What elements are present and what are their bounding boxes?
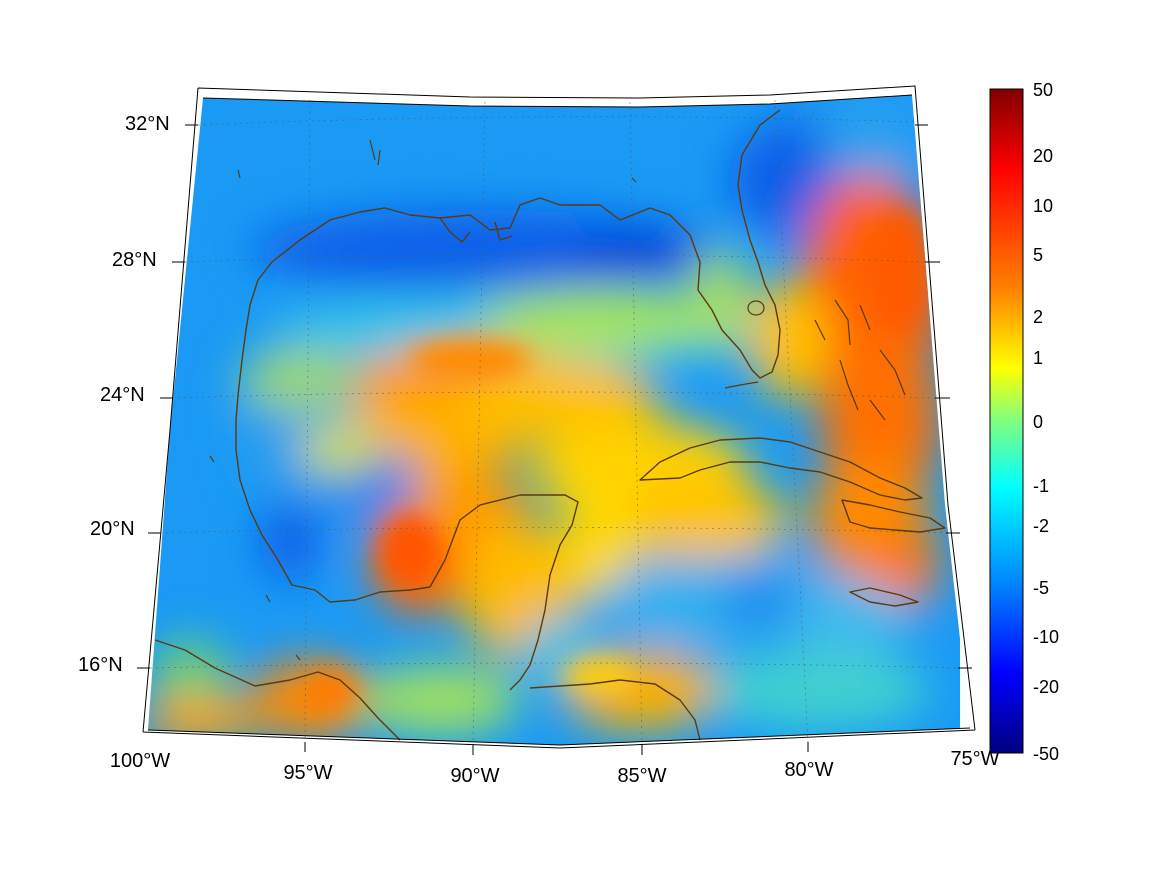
data-field (148, 95, 960, 745)
colorbar-label: 2 (1033, 307, 1043, 327)
colorbar-label: 10 (1033, 196, 1053, 216)
lat-label-28n: 28°N (112, 249, 157, 271)
pacific-coastline (154, 639, 401, 741)
lat-label-16n: 16°N (78, 654, 123, 676)
mississippi-delta (439, 217, 513, 243)
colorbar-label: -20 (1033, 677, 1059, 697)
colorbar-label: -50 (1033, 744, 1059, 764)
lon-label-85w: 85°W (617, 765, 666, 787)
colorbar: 50 20 10 5 2 1 0 -1 -2 -5 -10 -20 -50 (989, 80, 1059, 764)
lon-label-75w: 75°W (950, 748, 999, 770)
colorbar-label: 5 (1033, 245, 1043, 265)
central-america-coastline (529, 679, 701, 741)
cuba-coastline (639, 437, 923, 501)
lon-label-95w: 95°W (283, 762, 332, 784)
gulf-coastline (235, 109, 781, 603)
colorbar-label: -10 (1033, 627, 1059, 647)
frame-ticks (137, 124, 972, 755)
colorbar-label: 0 (1033, 412, 1043, 432)
lat-label-20n: 20°N (90, 518, 135, 540)
colorbar-label: 50 (1033, 80, 1053, 100)
colorbar-label: -5 (1033, 578, 1049, 598)
lat-label-24n: 24°N (100, 384, 145, 406)
colorbar-label: 1 (1033, 348, 1043, 368)
bahamas-islands (814, 299, 906, 421)
map-frame (142, 85, 976, 749)
colorbar-label: -1 (1033, 476, 1049, 496)
hispaniola-coastline (841, 499, 946, 533)
lake-okeechobee (747, 300, 765, 316)
lon-label-100w: 100°W (110, 750, 170, 772)
yucatan-coastline (429, 494, 579, 691)
lon-label-80w: 80°W (784, 759, 833, 781)
colorbar-labels: 50 20 10 5 2 1 0 -1 -2 -5 -10 -20 -50 (1033, 80, 1059, 764)
longitude-labels: 100°W 95°W 90°W 85°W 80°W 75°W (110, 748, 1000, 787)
lat-label-32n: 32°N (125, 113, 170, 135)
graticule (149, 99, 961, 746)
latitude-labels: 32°N 28°N 24°N 20°N 16°N (78, 113, 170, 676)
florida-keys (724, 381, 759, 389)
coastlines (154, 109, 946, 741)
colorbar-gradient (989, 88, 1024, 754)
lon-label-90w: 90°W (450, 765, 499, 787)
colorbar-label: -2 (1033, 516, 1049, 536)
jamaica-coastline (849, 587, 919, 607)
colorbar-label: 20 (1033, 146, 1053, 166)
